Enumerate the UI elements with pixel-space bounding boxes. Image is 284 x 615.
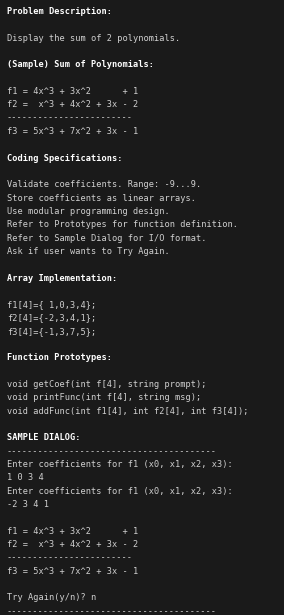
Text: ------------------------: ------------------------ [7,114,133,122]
Text: Enter coefficients for f1 (x0, x1, x2, x3):: Enter coefficients for f1 (x0, x1, x2, x… [7,460,233,469]
Text: SAMPLE DIALOG:: SAMPLE DIALOG: [7,434,80,442]
Text: Validate coefficients. Range: -9...9.: Validate coefficients. Range: -9...9. [7,180,201,189]
Text: f2[4]={-2,3,4,1};: f2[4]={-2,3,4,1}; [7,314,96,322]
Text: void getCoef(int f[4], string prompt);: void getCoef(int f[4], string prompt); [7,380,206,389]
Text: ----------------------------------------: ---------------------------------------- [7,606,217,615]
Text: ------------------------: ------------------------ [7,554,133,562]
Text: Array Implementation:: Array Implementation: [7,274,117,282]
Text: ----------------------------------------: ---------------------------------------- [7,446,217,456]
Text: f3[4]={-1,3,7,5};: f3[4]={-1,3,7,5}; [7,327,96,336]
Text: f3 = 5x^3 + 7x^2 + 3x - 1: f3 = 5x^3 + 7x^2 + 3x - 1 [7,566,138,576]
Text: Problem Description:: Problem Description: [7,7,112,16]
Text: f1 = 4x^3 + 3x^2      + 1: f1 = 4x^3 + 3x^2 + 1 [7,526,138,536]
Text: f2 =  x^3 + 4x^2 + 3x - 2: f2 = x^3 + 4x^2 + 3x - 2 [7,100,138,109]
Text: f1[4]={ 1,0,3,4};: f1[4]={ 1,0,3,4}; [7,300,96,309]
Text: Refer to Prototypes for function definition.: Refer to Prototypes for function definit… [7,220,238,229]
Text: Ask if user wants to Try Again.: Ask if user wants to Try Again. [7,247,170,256]
Text: Display the sum of 2 polynomials.: Display the sum of 2 polynomials. [7,34,180,42]
Text: Store coefficients as linear arrays.: Store coefficients as linear arrays. [7,194,196,202]
Text: 1 0 3 4: 1 0 3 4 [7,474,44,482]
Text: (Sample) Sum of Polynomials:: (Sample) Sum of Polynomials: [7,60,154,69]
Text: Refer to Sample Dialog for I/O format.: Refer to Sample Dialog for I/O format. [7,234,206,242]
Text: Try Again(y/n)? n: Try Again(y/n)? n [7,593,96,602]
Text: void printFunc(int f[4], string msg);: void printFunc(int f[4], string msg); [7,394,201,402]
Text: Function Prototypes:: Function Prototypes: [7,354,112,362]
Text: void addFunc(int f1[4], int f2[4], int f3[4]);: void addFunc(int f1[4], int f2[4], int f… [7,407,248,416]
Text: Enter coefficients for f1 (x0, x1, x2, x3):: Enter coefficients for f1 (x0, x1, x2, x… [7,486,233,496]
Text: Coding Specifications:: Coding Specifications: [7,154,122,162]
Text: Use modular programming design.: Use modular programming design. [7,207,170,216]
Text: f1 = 4x^3 + 3x^2      + 1: f1 = 4x^3 + 3x^2 + 1 [7,87,138,96]
Text: f2 =  x^3 + 4x^2 + 3x - 2: f2 = x^3 + 4x^2 + 3x - 2 [7,540,138,549]
Text: -2 3 4 1: -2 3 4 1 [7,500,49,509]
Text: f3 = 5x^3 + 7x^2 + 3x - 1: f3 = 5x^3 + 7x^2 + 3x - 1 [7,127,138,136]
